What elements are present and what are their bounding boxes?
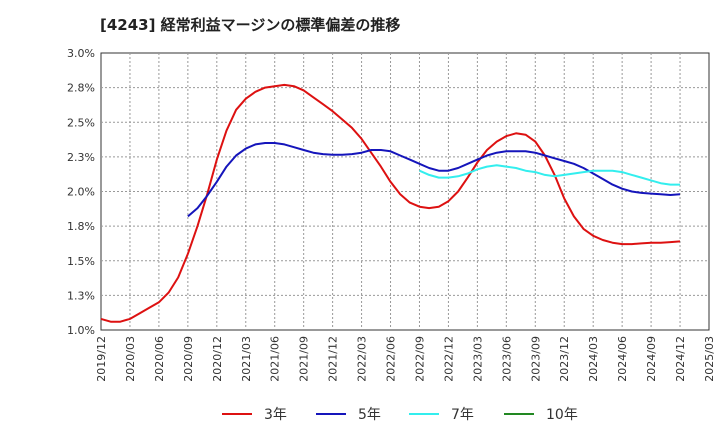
legend-label: 7年 [451, 407, 474, 423]
y-tick-label: 2.8% [67, 82, 95, 95]
x-tick-label: 2021/12 [327, 336, 340, 382]
x-tick-label: 2021/09 [298, 336, 311, 382]
legend-label: 3年 [264, 407, 287, 423]
y-tick-label: 2.0% [67, 186, 95, 199]
x-tick-label: 2024/06 [616, 336, 629, 382]
y-tick-label: 1.3% [67, 289, 95, 302]
x-axis: 2019/12 2020/03 2020/06 2020/09 2020/12 2021/… [95, 336, 716, 382]
series-line-5年 [187, 142, 681, 218]
x-tick-label: 2023/09 [529, 336, 542, 382]
y-axis: 1.0% 1.3% 1.5% 1.8% 2.0% 2.3% 2.5% 2.8% 3.0% [67, 47, 95, 337]
x-tick-label: 2020/12 [211, 336, 224, 382]
x-tick-label: 2021/03 [240, 336, 253, 382]
legend-label: 5年 [358, 407, 381, 423]
x-tick-label: 2023/06 [500, 336, 513, 382]
x-tick-label: 2023/12 [558, 336, 571, 382]
x-tick-label: 2024/03 [587, 336, 600, 382]
series-line-7年 [419, 164, 680, 186]
x-tick-label: 2019/12 [95, 336, 108, 382]
x-tick-label: 2024/09 [645, 336, 658, 382]
series-lines [100, 83, 681, 323]
legend: 3年 5年 7年 10年 [222, 407, 578, 423]
y-tick-label: 2.5% [67, 116, 95, 129]
x-tick-label: 2021/06 [269, 336, 282, 382]
x-tick-label: 2023/03 [471, 336, 484, 382]
y-tick-label: 2.3% [67, 151, 95, 164]
x-tick-label: 2020/03 [124, 336, 137, 382]
y-tick-label: 1.8% [67, 220, 95, 233]
x-tick-label: 2022/03 [356, 336, 369, 382]
x-tick-label: 2022/06 [385, 336, 398, 382]
x-tick-label: 2022/12 [442, 336, 455, 382]
chart-title: [4243] 経常利益マージンの標準偏差の推移 [100, 16, 401, 34]
x-tick-label: 2020/06 [153, 336, 166, 382]
x-tick-label: 2025/03 [703, 336, 716, 382]
y-tick-label: 1.5% [67, 255, 95, 268]
x-tick-label: 2020/09 [182, 336, 195, 382]
legend-label: 10年 [546, 407, 578, 423]
y-tick-label: 1.0% [67, 324, 95, 337]
series-line-3年 [100, 83, 681, 323]
x-tick-label: 2024/12 [674, 336, 687, 382]
y-tick-label: 3.0% [67, 47, 95, 60]
x-tick-label: 2022/09 [413, 336, 426, 382]
